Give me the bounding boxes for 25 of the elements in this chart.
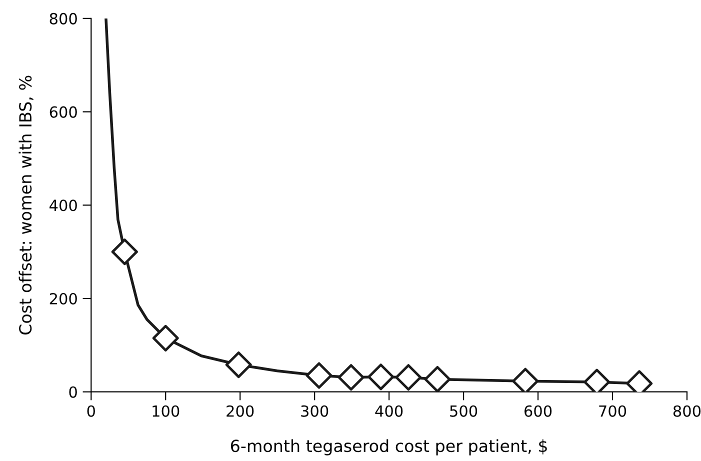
x-tick-label: 700 (599, 405, 626, 417)
x-tick-label: 500 (450, 405, 478, 417)
x-axis-title: 6-month tegaserod cost per patient, $ (230, 439, 547, 456)
point (306, 362, 332, 389)
point (111, 238, 138, 266)
x-tick-label: 800 (673, 405, 701, 417)
point (512, 368, 539, 392)
x-tick-label: 200 (226, 405, 254, 417)
point (225, 352, 252, 378)
point (368, 364, 394, 390)
y-axis-title: Cost offset: women with IBS, % (18, 76, 34, 334)
y-tick-label: 200 (50, 292, 77, 305)
x-tick-label: 400 (375, 405, 403, 417)
y-tick-label: 800 (50, 12, 77, 24)
x-tick-label: 300 (301, 405, 328, 417)
point (424, 366, 451, 392)
point (338, 364, 364, 391)
y-tick-label: 400 (50, 200, 77, 212)
x-tick-label: 100 (152, 405, 180, 417)
y-tick-label: 0 (69, 386, 77, 398)
point (152, 324, 179, 352)
x-tick-label: 0 (87, 405, 95, 417)
x-tick-label: 600 (524, 405, 552, 417)
point (395, 364, 422, 391)
y-tick-label: 600 (50, 106, 77, 118)
